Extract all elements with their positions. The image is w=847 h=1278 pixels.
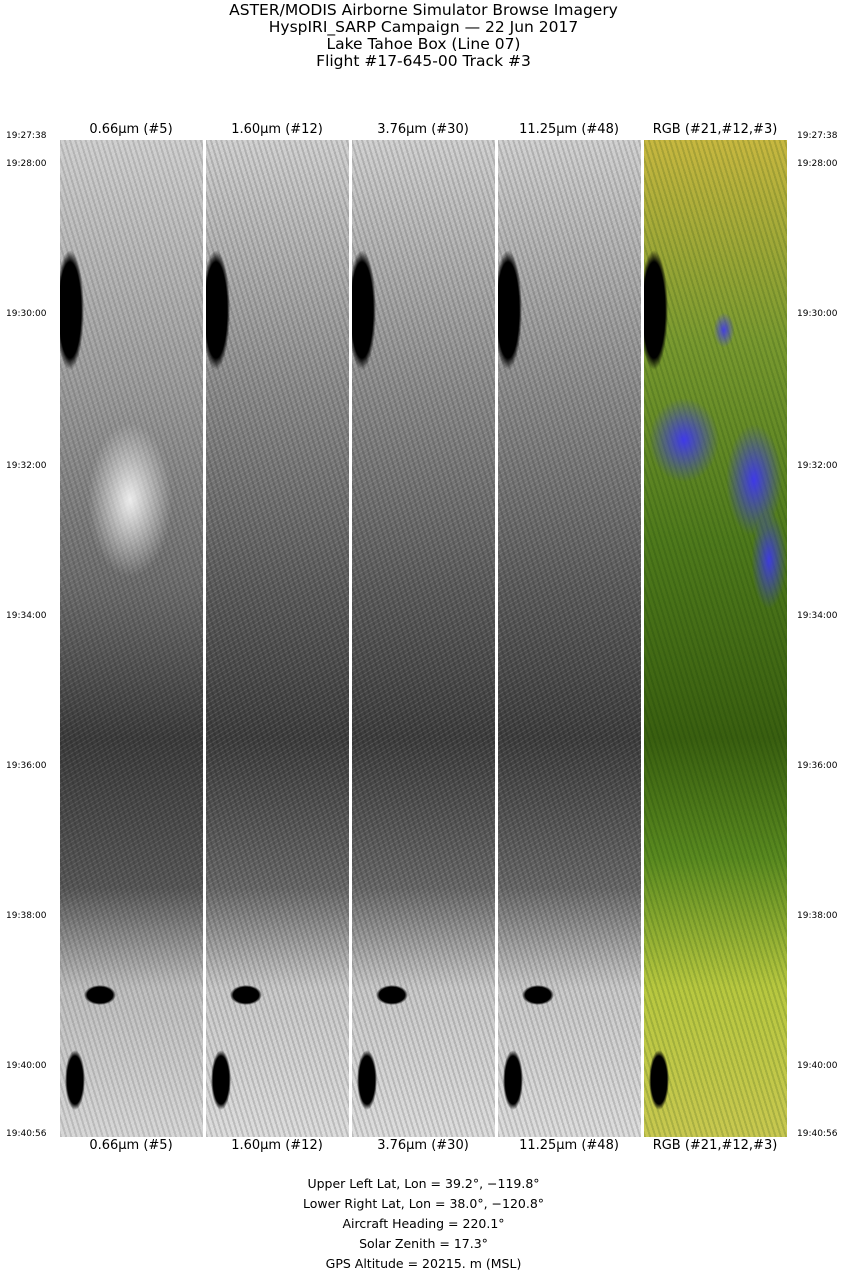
time-label: 19:40:56 <box>797 1129 838 1139</box>
panel-label: RGB (#21,#12,#3) <box>652 1138 778 1153</box>
panel-label: RGB (#21,#12,#3) <box>652 122 778 137</box>
image-panel <box>60 140 203 1137</box>
panel-label: 0.66μm (#5) <box>89 122 173 137</box>
upper-left-coords: Upper Left Lat, Lon = 39.2°, −119.8° <box>307 1176 540 1191</box>
time-label: 19:34:00 <box>6 611 47 621</box>
time-label: 19:34:00 <box>797 611 838 621</box>
time-label: 19:30:00 <box>6 309 47 319</box>
time-label: 19:32:00 <box>797 461 838 471</box>
title-line: Flight #17-645-00 Track #3 <box>316 52 531 70</box>
image-panel <box>206 140 349 1137</box>
time-label: 19:28:00 <box>797 159 838 169</box>
aircraft-heading: Aircraft Heading = 220.1° <box>342 1216 505 1231</box>
time-label: 19:27:38 <box>6 131 47 141</box>
lower-right-coords: Lower Right Lat, Lon = 38.0°, −120.8° <box>302 1196 545 1211</box>
solar-zenith: Solar Zenith = 17.3° <box>359 1236 488 1251</box>
title-line: HyspIRI_SARP Campaign — 22 Jun 2017 <box>268 18 579 36</box>
panel-label: 3.76μm (#30) <box>377 122 469 137</box>
panel-label: 1.60μm (#12) <box>231 1138 323 1153</box>
panel-label: 0.66μm (#5) <box>89 1138 173 1153</box>
title: ASTER/MODIS Airborne Simulator Browse Im… <box>0 2 847 70</box>
image-panel <box>352 140 495 1137</box>
time-label: 19:38:00 <box>797 911 838 921</box>
image-panel <box>644 140 787 1137</box>
panel-label: 1.60μm (#12) <box>231 122 323 137</box>
time-label: 19:38:00 <box>6 911 47 921</box>
time-label: 19:27:38 <box>797 131 838 141</box>
time-label: 19:36:00 <box>6 761 47 771</box>
title-line: Lake Tahoe Box (Line 07) <box>326 35 521 53</box>
time-label: 19:30:00 <box>797 309 838 319</box>
gps-altitude: GPS Altitude = 20215. m (MSL) <box>325 1256 522 1271</box>
image-panel <box>498 140 641 1137</box>
title-line: ASTER/MODIS Airborne Simulator Browse Im… <box>229 1 618 19</box>
panel-label: 3.76μm (#30) <box>377 1138 469 1153</box>
panel-label: 11.25μm (#48) <box>519 1138 619 1153</box>
time-label: 19:40:56 <box>6 1129 47 1139</box>
time-label: 19:36:00 <box>797 761 838 771</box>
time-label: 19:40:00 <box>6 1061 47 1071</box>
panel-label: 11.25μm (#48) <box>519 122 619 137</box>
time-label: 19:32:00 <box>6 461 47 471</box>
time-label: 19:28:00 <box>6 159 47 169</box>
time-label: 19:40:00 <box>797 1061 838 1071</box>
